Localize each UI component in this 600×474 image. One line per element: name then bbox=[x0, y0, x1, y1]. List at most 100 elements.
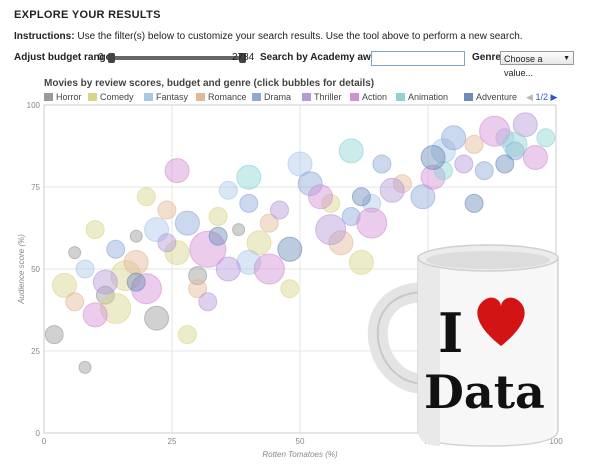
legend-item-romance[interactable]: Romance bbox=[196, 92, 247, 102]
bubble-fantasy[interactable] bbox=[218, 180, 238, 200]
bubble-horror[interactable] bbox=[68, 246, 82, 260]
bubble-comedy[interactable] bbox=[164, 240, 190, 266]
bubble-thriller[interactable] bbox=[198, 292, 218, 312]
bubble-thriller[interactable] bbox=[270, 200, 289, 220]
legend-pager[interactable]: ◀ 1/2 ▶ bbox=[526, 92, 557, 102]
bubble-fantasy[interactable] bbox=[75, 259, 95, 279]
bubble-adventure[interactable] bbox=[277, 236, 303, 262]
bubble-thriller[interactable] bbox=[92, 269, 118, 295]
bubble-drama[interactable] bbox=[106, 239, 126, 259]
budget-range-label: Adjust budget range bbox=[14, 52, 112, 63]
legend-item-action[interactable]: Action bbox=[350, 92, 387, 102]
bubble-romance[interactable] bbox=[464, 134, 484, 154]
legend-item-adventure[interactable]: Adventure bbox=[464, 92, 517, 102]
bubble-animation[interactable] bbox=[338, 138, 364, 164]
budget-slider-track[interactable] bbox=[108, 53, 246, 63]
bubble-comedy[interactable] bbox=[136, 187, 156, 207]
bubble-drama[interactable] bbox=[372, 154, 392, 174]
budget-max-value: 2784 bbox=[232, 52, 255, 63]
bubble-horror[interactable] bbox=[129, 229, 143, 243]
bubble-comedy[interactable] bbox=[280, 279, 300, 299]
bubble-horror[interactable] bbox=[144, 305, 170, 331]
chart-bubbles bbox=[44, 112, 556, 374]
bubble-romance[interactable] bbox=[65, 292, 85, 312]
bubble-fantasy[interactable] bbox=[362, 193, 382, 213]
bubble-drama[interactable] bbox=[410, 184, 436, 210]
bubble-adventure[interactable] bbox=[126, 272, 146, 292]
bubble-thriller[interactable] bbox=[315, 214, 347, 246]
bubble-romance[interactable] bbox=[123, 249, 149, 275]
bubble-comedy[interactable] bbox=[246, 230, 272, 256]
bubble-comedy[interactable] bbox=[110, 260, 142, 292]
bubble-drama[interactable] bbox=[441, 125, 467, 151]
legend-item-comedy[interactable]: Comedy bbox=[88, 92, 134, 102]
bubble-thriller[interactable] bbox=[215, 256, 241, 282]
bubble-action[interactable] bbox=[479, 115, 511, 147]
bubble-animation[interactable] bbox=[433, 161, 453, 181]
bubble-drama[interactable] bbox=[297, 171, 323, 197]
legend-item-horror[interactable]: Horror bbox=[44, 92, 82, 102]
bubble-adventure[interactable] bbox=[420, 145, 446, 170]
bubble-action[interactable] bbox=[164, 158, 190, 184]
bubble-thriller[interactable] bbox=[454, 154, 474, 174]
bubble-action[interactable] bbox=[82, 302, 108, 328]
budget-min-handle[interactable] bbox=[108, 53, 115, 63]
bubble-comedy[interactable] bbox=[100, 292, 132, 324]
budget-max-handle[interactable] bbox=[239, 53, 246, 63]
bubble-horror[interactable] bbox=[44, 325, 64, 345]
bubble-adventure[interactable] bbox=[464, 193, 484, 213]
bubble-horror[interactable] bbox=[188, 266, 208, 286]
bubble-romance[interactable] bbox=[188, 279, 208, 299]
budget-min-value: 0 bbox=[98, 52, 104, 63]
legend-item-thriller[interactable]: Thriller bbox=[302, 92, 342, 102]
bubble-romance[interactable] bbox=[328, 230, 354, 256]
legend-item-drama[interactable]: Drama bbox=[252, 92, 291, 102]
genre-label: Genre bbox=[472, 52, 501, 63]
bubble-comedy[interactable] bbox=[208, 207, 228, 226]
bubble-action[interactable] bbox=[189, 230, 227, 268]
bubble-comedy[interactable] bbox=[85, 220, 105, 240]
bubble-drama[interactable] bbox=[341, 207, 361, 226]
legend-next-icon[interactable]: ▶ bbox=[550, 92, 558, 102]
bubble-thriller[interactable] bbox=[512, 112, 538, 138]
bubble-horror[interactable] bbox=[95, 285, 115, 305]
academy-awards-input[interactable] bbox=[371, 51, 465, 66]
bubble-fantasy[interactable] bbox=[144, 217, 170, 243]
bubble-animation[interactable] bbox=[536, 128, 556, 148]
bubble-action[interactable] bbox=[253, 253, 285, 285]
bubble-animation[interactable] bbox=[502, 131, 528, 157]
bubble-drama[interactable] bbox=[474, 161, 494, 181]
y-axis-label: Audience score (%) bbox=[17, 234, 26, 305]
bubble-action[interactable] bbox=[130, 273, 162, 305]
bubble-thriller[interactable] bbox=[157, 233, 177, 253]
legend-item-animation[interactable]: Animation bbox=[396, 92, 448, 102]
bubble-action[interactable] bbox=[308, 184, 333, 210]
bubble-romance[interactable] bbox=[259, 213, 279, 233]
bubble-action[interactable] bbox=[420, 164, 446, 190]
bubble-drama[interactable] bbox=[239, 193, 259, 213]
bubble-drama[interactable] bbox=[174, 210, 200, 236]
bubble-adventure[interactable] bbox=[495, 154, 515, 174]
instructions-label: Instructions: bbox=[14, 31, 75, 42]
genre-select[interactable]: Choose a value... ▼ bbox=[500, 51, 574, 78]
bubble-action[interactable] bbox=[523, 145, 548, 170]
bubble-comedy[interactable] bbox=[52, 272, 77, 298]
bubble-comedy[interactable] bbox=[348, 249, 374, 275]
bubble-romance[interactable] bbox=[157, 200, 177, 220]
bubble-adventure[interactable] bbox=[351, 187, 371, 207]
bubble-thriller[interactable] bbox=[379, 177, 405, 203]
legend-swatch bbox=[252, 93, 261, 101]
legend-item-fantasy[interactable]: Fantasy bbox=[144, 92, 188, 102]
legend-prev-icon[interactable]: ◀ bbox=[526, 92, 533, 102]
legend-label: Fantasy bbox=[156, 92, 189, 102]
legend-swatch bbox=[44, 93, 53, 101]
bubble-comedy[interactable] bbox=[177, 325, 197, 345]
bubble-horror[interactable] bbox=[78, 360, 92, 374]
bubble-animation[interactable] bbox=[236, 164, 262, 190]
bubble-adventure[interactable] bbox=[208, 226, 228, 246]
bubble-horror[interactable] bbox=[232, 223, 246, 237]
bubble-action[interactable] bbox=[356, 207, 388, 239]
y-tick-label: 100 bbox=[27, 101, 41, 110]
bubble-fantasy[interactable] bbox=[287, 151, 313, 177]
